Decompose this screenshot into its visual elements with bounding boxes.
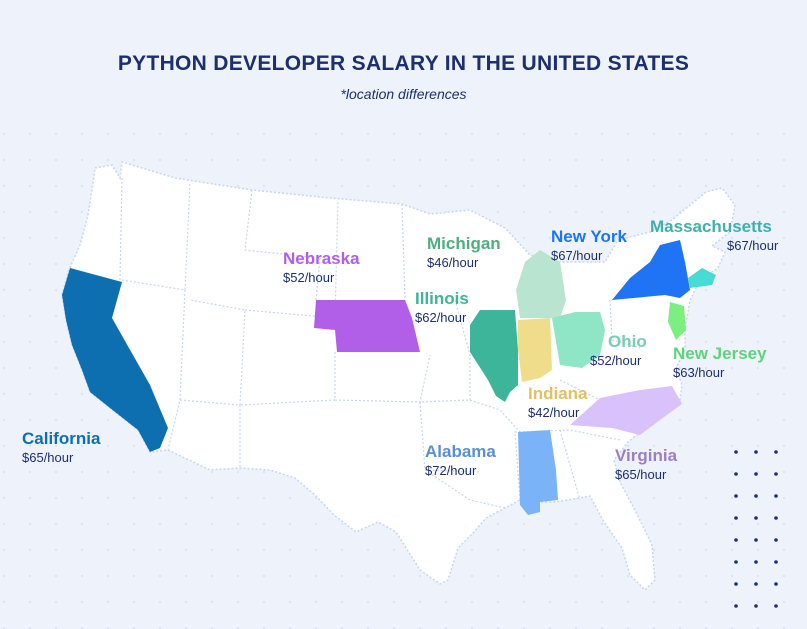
state-name: New York bbox=[551, 227, 627, 246]
state-salary: $46/hour bbox=[427, 255, 479, 270]
state-alabama bbox=[518, 430, 558, 515]
label-new-jersey: New Jersey $63/hour bbox=[673, 344, 767, 382]
state-michigan bbox=[516, 250, 566, 318]
label-alabama: Alabama $72/hour bbox=[425, 442, 496, 480]
state-name: Nebraska bbox=[283, 249, 360, 268]
decorative-dot-grid bbox=[734, 450, 778, 608]
state-name: Virginia bbox=[615, 446, 678, 465]
state-name: Indiana bbox=[528, 384, 588, 403]
label-new-york: New York $67/hour bbox=[551, 227, 627, 265]
label-indiana: Indiana $42/hour bbox=[528, 384, 588, 422]
state-massachusetts bbox=[688, 268, 716, 288]
state-name: Ohio bbox=[608, 332, 647, 351]
label-virginia: Virginia $65/hour bbox=[615, 446, 677, 484]
state-name: Michigan bbox=[427, 234, 501, 253]
page-title: PYTHON DEVELOPER SALARY IN THE UNITED ST… bbox=[117, 52, 690, 75]
state-ohio bbox=[552, 312, 605, 368]
state-salary: $72/hour bbox=[425, 463, 477, 478]
state-salary: $42/hour bbox=[528, 405, 580, 420]
label-michigan: Michigan $46/hour bbox=[427, 234, 501, 272]
state-salary: $65/hour bbox=[615, 467, 667, 482]
label-ohio: Ohio $52/hour bbox=[590, 332, 647, 370]
label-california: California $65/hour bbox=[22, 429, 100, 467]
state-nebraska bbox=[314, 300, 420, 352]
state-salary: $65/hour bbox=[22, 450, 74, 465]
us-outline bbox=[61, 161, 736, 592]
state-name: Alabama bbox=[425, 442, 496, 461]
state-california bbox=[62, 268, 168, 452]
state-salary: $63/hour bbox=[673, 365, 725, 380]
state-salary: $52/hour bbox=[283, 270, 335, 285]
state-name: California bbox=[22, 429, 101, 448]
state-name: Illinois bbox=[415, 289, 469, 308]
label-massachusetts: Massachusetts $67/hour bbox=[650, 217, 778, 255]
state-salary: $52/hour bbox=[590, 353, 642, 368]
label-nebraska: Nebraska $52/hour bbox=[283, 249, 360, 287]
state-new-york bbox=[612, 240, 690, 300]
state-borders bbox=[119, 177, 641, 509]
state-salary: $67/hour bbox=[727, 238, 779, 253]
state-indiana bbox=[518, 318, 552, 382]
state-new-jersey bbox=[668, 302, 686, 340]
state-salary: $62/hour bbox=[415, 310, 467, 325]
state-illinois bbox=[470, 310, 518, 402]
state-salary: $67/hour bbox=[551, 248, 603, 263]
state-name: Massachusetts bbox=[650, 217, 772, 236]
state-virginia bbox=[570, 386, 682, 435]
label-illinois: Illinois $62/hour bbox=[415, 289, 469, 327]
page-subtitle: *location differences bbox=[340, 86, 467, 102]
state-name: New Jersey bbox=[673, 344, 767, 363]
